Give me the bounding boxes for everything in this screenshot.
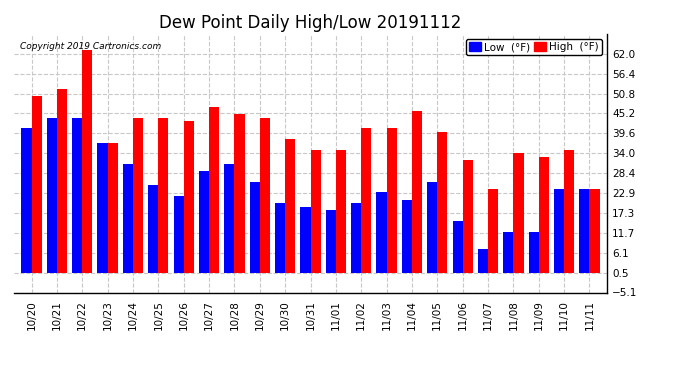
Bar — [300, 207, 310, 273]
Bar — [47, 118, 57, 273]
Bar — [437, 132, 447, 273]
Bar — [463, 160, 473, 273]
Bar — [275, 203, 285, 273]
Bar — [32, 96, 41, 273]
Bar — [453, 221, 463, 273]
Bar — [377, 192, 386, 273]
Bar — [310, 150, 321, 273]
Bar — [133, 118, 143, 273]
Bar — [97, 142, 108, 273]
Bar — [224, 164, 235, 273]
Bar — [199, 171, 209, 273]
Legend: Low  (°F), High  (°F): Low (°F), High (°F) — [466, 39, 602, 55]
Bar — [184, 121, 194, 273]
Bar — [402, 200, 412, 273]
Bar — [250, 182, 259, 273]
Bar — [580, 189, 589, 273]
Bar — [326, 210, 336, 273]
Bar — [209, 107, 219, 273]
Bar — [488, 189, 498, 273]
Bar — [478, 249, 488, 273]
Bar — [554, 189, 564, 273]
Title: Dew Point Daily High/Low 20191112: Dew Point Daily High/Low 20191112 — [159, 14, 462, 32]
Bar — [285, 139, 295, 273]
Bar — [123, 164, 133, 273]
Bar — [174, 196, 184, 273]
Bar — [564, 150, 574, 273]
Bar — [235, 114, 244, 273]
Bar — [513, 153, 524, 273]
Bar — [412, 111, 422, 273]
Bar — [72, 118, 82, 273]
Bar — [362, 128, 371, 273]
Bar — [529, 232, 539, 273]
Bar — [539, 157, 549, 273]
Bar — [386, 128, 397, 273]
Bar — [589, 189, 600, 273]
Text: Copyright 2019 Cartronics.com: Copyright 2019 Cartronics.com — [20, 42, 161, 51]
Bar — [148, 185, 158, 273]
Bar — [351, 203, 362, 273]
Bar — [503, 232, 513, 273]
Bar — [82, 50, 92, 273]
Bar — [108, 142, 118, 273]
Bar — [21, 128, 32, 273]
Bar — [427, 182, 437, 273]
Bar — [336, 150, 346, 273]
Bar — [57, 89, 67, 273]
Bar — [158, 118, 168, 273]
Bar — [259, 118, 270, 273]
